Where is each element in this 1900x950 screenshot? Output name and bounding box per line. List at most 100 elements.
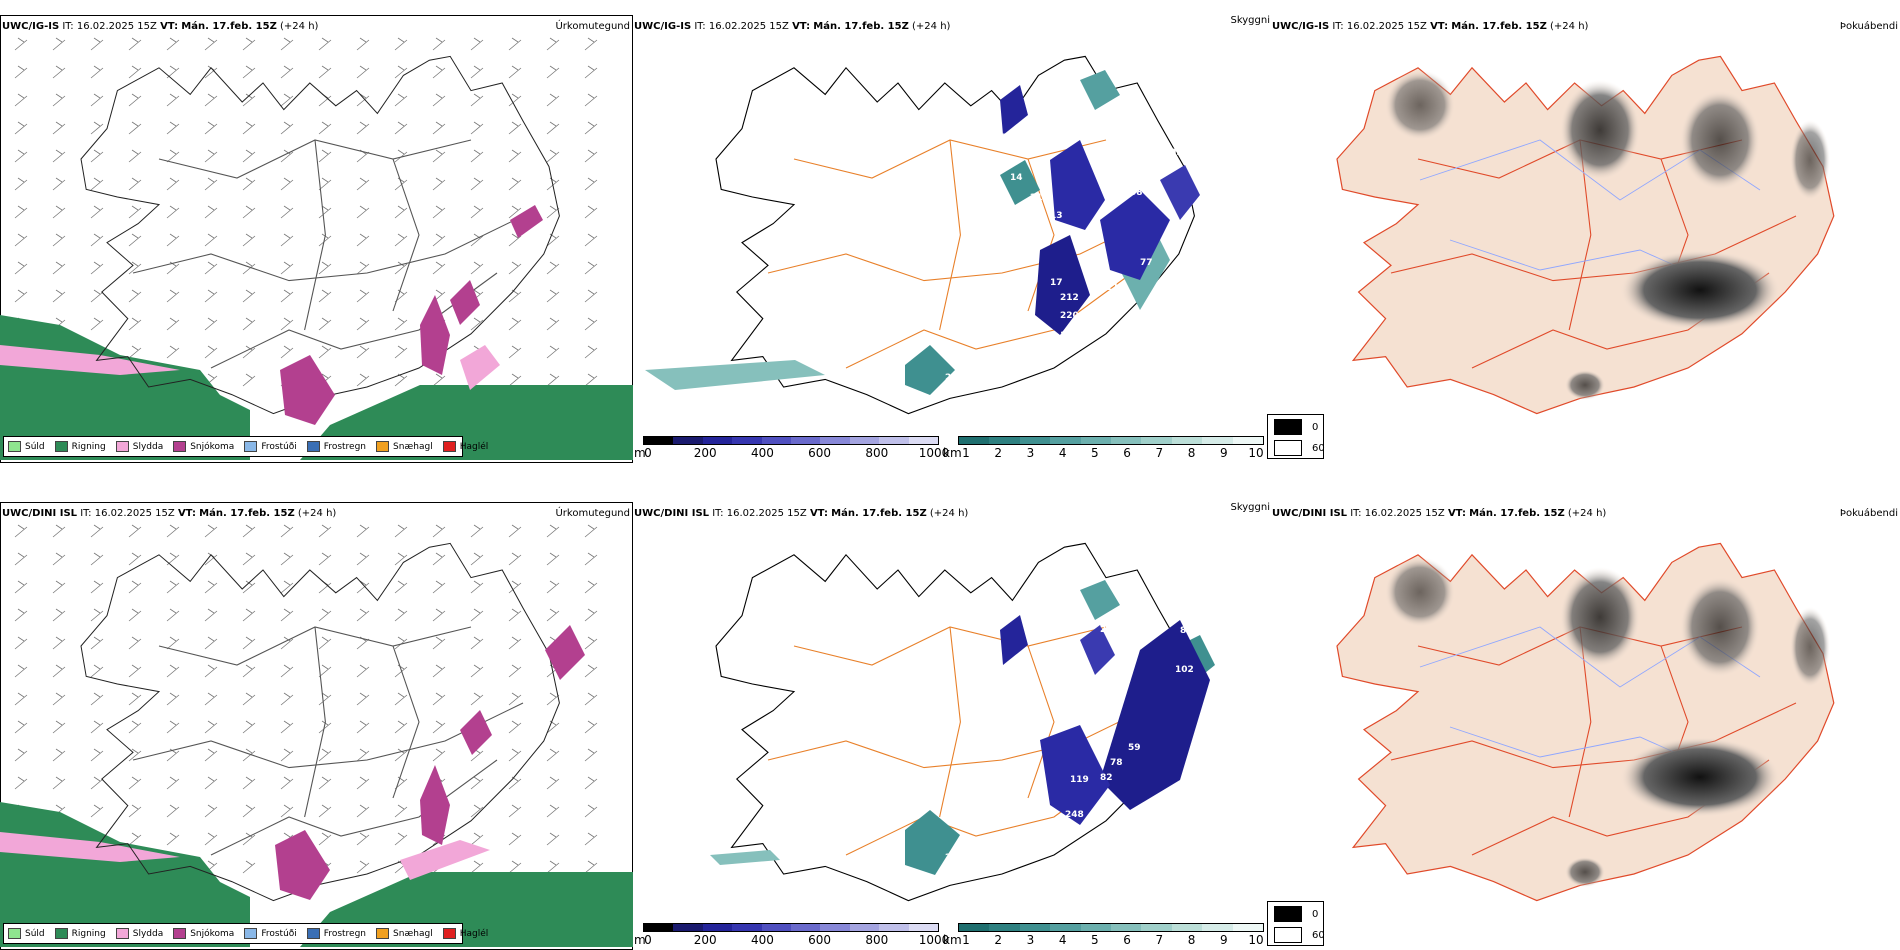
legend-label: Snæhagl [393, 928, 433, 939]
colorbar-tick-label: 3 [1026, 446, 1035, 460]
legend-swatch [442, 928, 456, 939]
legend-swatch [244, 928, 258, 939]
ceiling-colorbar-ticks: 0 200 400 600 800 1000 [644, 446, 949, 460]
ceiling-value-label: 111 [1100, 283, 1119, 293]
colorbar-segment [1080, 924, 1112, 931]
colorbar-segment [1202, 924, 1233, 931]
colorbar-tick-label: 1 [962, 446, 970, 460]
colorbar-tick-label: 0 [644, 933, 652, 947]
colorbar-segment [820, 924, 850, 931]
colorbar-tick-label: 1 [962, 933, 970, 947]
colorbar-segment [732, 924, 762, 931]
colorbar-tick-label: 4 [1058, 446, 1067, 460]
ceiling-value-label: 03 [1030, 233, 1043, 243]
colorbar-segment [1141, 924, 1172, 931]
colorbar-segment [1019, 924, 1051, 931]
legend-item: Snjókoma [173, 441, 234, 452]
legend-swatch [173, 441, 187, 452]
colorbar-segment [791, 437, 821, 444]
legend-swatch [54, 441, 68, 452]
legend-label: Frostregn [323, 441, 367, 452]
panel-title-fog: UWC/DINI ISL IT: 16.02.2025 15Z VT: Mán.… [1272, 508, 1607, 519]
colorbar-tick-label: 600 [808, 446, 832, 460]
ceiling-colorbar [643, 923, 939, 932]
legend-label: Slydda [132, 441, 164, 452]
ceiling-value-label: 10 [1110, 128, 1123, 138]
colorbar-tick-label: 1000 [918, 933, 950, 947]
colorbar-segment [673, 924, 703, 931]
legend-swatch [115, 441, 129, 452]
visibility-colorbar-ticks: 1 2 3 4 5 6 7 8 9 10 [962, 446, 1263, 460]
colorbar-tick-label: 5 [1091, 446, 1099, 460]
fog-legend-swatch [1274, 419, 1302, 435]
legend-label: Frostregn [323, 928, 367, 939]
colorbar-segment [702, 924, 733, 931]
legend-label: Snjókoma [190, 928, 235, 939]
ceiling-value-label: 248 [1065, 810, 1084, 820]
colorbar-tick-label: 2 [994, 446, 1003, 460]
colorbar-tick-label: 4 [1058, 933, 1067, 947]
colorbar-segment [959, 437, 990, 444]
legend-label: Slydda [132, 928, 164, 939]
colorbar-tick-label: 10 [1248, 446, 1264, 460]
colorbar-segment [1111, 437, 1142, 444]
legend-swatch [306, 928, 320, 939]
fog-legend-swatch [1274, 927, 1302, 943]
colorbar-tick-label: 6 [1123, 446, 1131, 460]
visibility-colorbar [958, 923, 1264, 932]
colorbar-tick-label: 8 [1187, 933, 1196, 947]
legend-item: Frostregn [306, 441, 367, 452]
colorbar-segment [644, 924, 674, 931]
legend-label: Frostúði [261, 928, 297, 939]
colorbar-segment [761, 437, 792, 444]
colorbar-segment [959, 924, 990, 931]
ceiling-value-label: 17 [1050, 278, 1063, 288]
panel-title-precip: UWC/DINI ISL IT: 16.02.2025 15Z VT: Mán.… [2, 508, 337, 519]
colorbar-segment [702, 437, 733, 444]
ceiling-value-label: 2 [1030, 98, 1036, 108]
precip-map-frame [0, 15, 633, 463]
colorbar-segment [1141, 437, 1172, 444]
colorbar-tick-label: 400 [750, 446, 774, 460]
colorbar-segment [1111, 924, 1142, 931]
ceiling-value-label: 08 [1130, 188, 1143, 198]
legend-label: Frostúði [261, 441, 297, 452]
panel-title-ceiling-visibility: UWC/IG-IS IT: 16.02.2025 15Z VT: Mán. 17… [634, 21, 951, 32]
visibility-colorbar-unit: km [943, 933, 962, 947]
legend-swatch [376, 928, 390, 939]
legend-swatch [244, 441, 258, 452]
colorbar-segment [820, 437, 850, 444]
legend-item: Haglél [442, 928, 488, 939]
ceiling-value-label: 96 [1058, 648, 1071, 658]
legend-label: Súld [25, 928, 45, 939]
ceiling-value-label: 78 [1110, 758, 1123, 768]
colorbar-tick-label: 1000 [918, 446, 950, 460]
colorbar-tick-label: 6 [1123, 933, 1131, 947]
ceiling-value-label: 45 [1130, 598, 1143, 608]
ceiling-colorbar [643, 436, 939, 445]
colorbar-tick-label: 800 [865, 446, 889, 460]
fog-legend-item: 60 [1274, 440, 1325, 456]
colorbar-segment [908, 924, 939, 931]
colorbar-tick-label: 800 [865, 933, 889, 947]
panel-name-visibility: Skyggni [1230, 502, 1270, 513]
fog-legend-item: 60 [1274, 927, 1325, 943]
legend-label: Snjókoma [190, 441, 235, 452]
ceiling-value-label: 77 [1140, 258, 1153, 268]
colorbar-segment [1171, 924, 1203, 931]
colorbar-tick-label: 600 [808, 933, 832, 947]
fog-legend-item: 0 [1274, 906, 1318, 922]
precip-type-legend: Súld Rigning Slydda Snjókoma Frostúði Frostre… [3, 923, 488, 944]
legend-item: Slydda [115, 928, 164, 939]
panel-name-visibility: Skyggni [1230, 15, 1270, 26]
legend-swatch [376, 441, 390, 452]
legend-item: Frostregn [306, 928, 367, 939]
colorbar-tick-label: 400 [750, 933, 774, 947]
colorbar-segment [989, 437, 1020, 444]
fog-legend-label: 60 [1312, 442, 1325, 454]
legend-item: Slydda [115, 441, 164, 452]
colorbar-segment [644, 437, 674, 444]
legend-item: Súld [8, 928, 45, 939]
